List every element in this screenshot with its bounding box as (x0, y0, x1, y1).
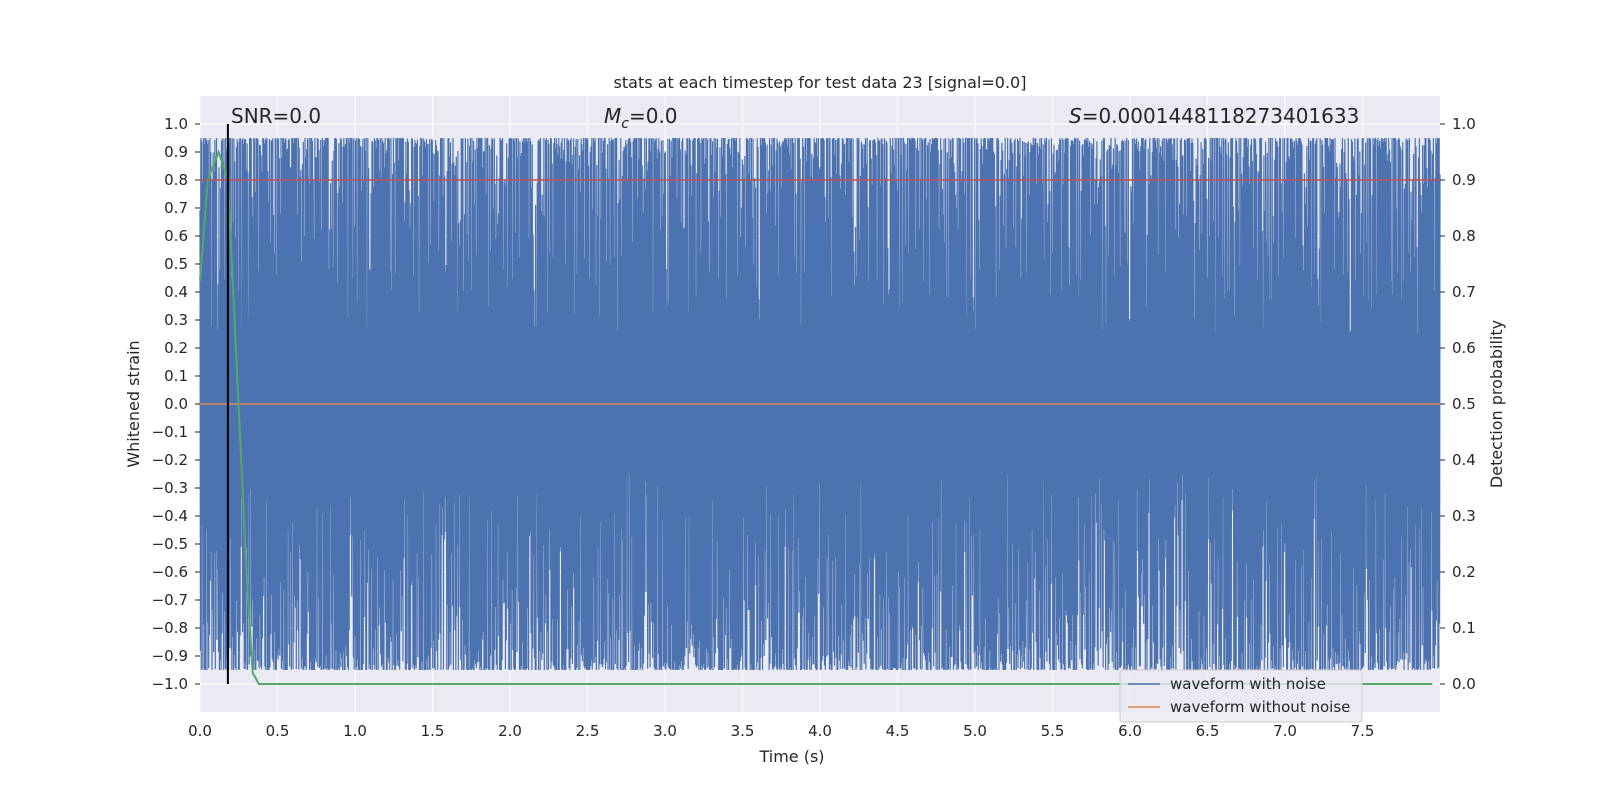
x-tick-label: 3.5 (731, 722, 755, 740)
y-left-tick-label: 0.5 (164, 255, 188, 273)
y-right-axis-label: Detection probability (1487, 320, 1506, 488)
s-annotation: S=0.0001448118273401633 (1069, 104, 1359, 128)
chirp-mass-subscript: c (621, 116, 629, 132)
y-left-tick-label: 0.4 (164, 283, 188, 301)
chart-title: stats at each timestep for test data 23 … (614, 73, 1027, 92)
legend-label-noise: waveform with noise (1170, 675, 1326, 693)
overlay-lines (199, 124, 1440, 685)
y-right-tick-label: 0.8 (1452, 227, 1476, 245)
y-left-axis-label: Whitened strain (124, 340, 143, 467)
y-right-tick-label: 0.5 (1452, 395, 1476, 413)
legend-label-clean: waveform without noise (1170, 698, 1350, 716)
y-left-tick-label: 0.9 (164, 143, 188, 161)
series-waveform-with-noise (199, 137, 1441, 671)
x-tick-label: 2.0 (498, 722, 522, 740)
y-right-tick-label: 0.9 (1452, 171, 1476, 189)
x-tick-labels: 0.0 0.5 1.0 1.5 2.0 2.5 3.0 3.5 4.0 4.5 5.0 5.5 6.0 6… (188, 722, 1374, 740)
y-left-tick-label: 0.8 (164, 171, 188, 189)
y-left-tick-label: 1.0 (164, 115, 188, 133)
x-tick-label: 5.0 (963, 722, 987, 740)
x-tick-label: 2.5 (576, 722, 600, 740)
x-tick-label: 0.0 (188, 722, 212, 740)
x-tick-label: 6.0 (1118, 722, 1142, 740)
legend-box (1119, 669, 1363, 723)
y-right-tick-labels: 0.0 0.1 0.2 0.3 0.4 0.5 0.6 0.7 0.8 0.9 1.0 (1440, 115, 1476, 693)
x-tick-label: 3.0 (653, 722, 677, 740)
y-left-tick-label: −0.6 (152, 563, 188, 581)
x-tick-label: 4.0 (808, 722, 832, 740)
y-right-tick-label: 0.3 (1452, 507, 1476, 525)
y-left-tick-label: −0.7 (152, 591, 188, 609)
x-tick-label: 7.5 (1351, 722, 1375, 740)
y-right-tick-label: 0.2 (1452, 563, 1476, 581)
legend: waveform with noise waveform without noi… (1119, 669, 1363, 723)
detection-probability-line (199, 149, 1433, 685)
y-left-tick-label: 0.3 (164, 311, 188, 329)
s-value: =0.0001448118273401633 (1082, 104, 1360, 128)
x-tick-label: 7.0 (1273, 722, 1297, 740)
y-left-tick-label: −0.1 (152, 423, 188, 441)
x-tick-label: 1.0 (343, 722, 367, 740)
y-left-tick-label: −0.9 (152, 647, 188, 665)
chirp-mass-symbol: M (604, 104, 621, 128)
s-symbol: S (1069, 104, 1082, 128)
x-tick-label: 4.5 (886, 722, 910, 740)
x-tick-label: 5.5 (1041, 722, 1065, 740)
chirp-mass-annotation: Mc=0.0 (604, 104, 678, 132)
y-right-tick-label: 0.1 (1452, 619, 1476, 637)
y-left-tick-label: −1.0 (152, 675, 188, 693)
x-tick-label: 6.5 (1196, 722, 1220, 740)
y-left-tick-label: 0.7 (164, 199, 188, 217)
snr-annotation: SNR=0.0 (231, 104, 321, 128)
y-left-tick-label: 0.2 (164, 339, 188, 357)
y-left-tick-label: 0.1 (164, 367, 188, 385)
y-right-tick-label: 1.0 (1452, 115, 1476, 133)
chirp-mass-value: =0.0 (629, 104, 678, 128)
y-right-tick-label: 0.4 (1452, 451, 1476, 469)
y-left-tick-label: −0.8 (152, 619, 188, 637)
y-right-tick-label: 0.6 (1452, 339, 1476, 357)
x-tick-label: 0.5 (266, 722, 290, 740)
y-right-tick-label: 0.7 (1452, 283, 1476, 301)
y-left-tick-labels: −1.0 −0.9 −0.8 −0.7 −0.6 −0.5 −0.4 −0.3 −0.2 −0.1… (152, 115, 200, 693)
y-left-tick-label: −0.2 (152, 451, 188, 469)
x-tick-label: 1.5 (421, 722, 445, 740)
y-left-tick-label: −0.4 (152, 507, 188, 525)
y-left-tick-label: 0.0 (164, 395, 188, 413)
x-axis-label: Time (s) (758, 747, 824, 766)
y-left-tick-label: 0.6 (164, 227, 188, 245)
y-right-tick-label: 0.0 (1452, 675, 1476, 693)
noise-trace (199, 137, 1441, 671)
y-left-tick-label: −0.5 (152, 535, 188, 553)
y-left-tick-label: −0.3 (152, 479, 188, 497)
